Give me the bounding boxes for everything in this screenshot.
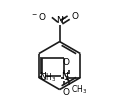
Text: $^-$O: $^-$O [30,11,46,22]
Text: O: O [63,88,70,97]
Text: N: N [39,72,46,81]
Text: S: S [63,73,69,82]
Text: CH$_3$: CH$_3$ [40,71,56,84]
Text: O: O [63,58,70,67]
Text: N: N [61,72,68,81]
Text: O: O [72,12,79,21]
Text: CH$_3$: CH$_3$ [71,83,87,96]
Text: N: N [56,16,63,25]
Text: +: + [60,16,65,21]
